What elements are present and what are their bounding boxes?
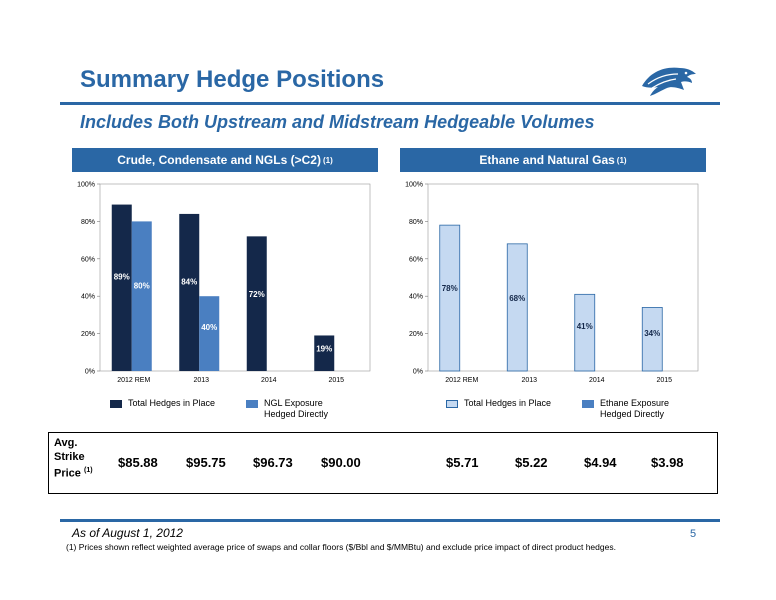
bar: [314, 335, 335, 371]
left-panel-header: Crude, Condensate and NGLs (>C2) (1): [72, 148, 378, 172]
x-tick-label: 2014: [589, 377, 605, 384]
legend-swatch-blue: [246, 400, 258, 408]
data-label: 89%: [114, 272, 130, 281]
y-tick-label: 60%: [81, 256, 95, 263]
legend-swatch-blue: [582, 400, 594, 408]
y-tick-label: 80%: [409, 219, 423, 226]
data-label: 78%: [442, 284, 458, 293]
data-label: 40%: [201, 323, 217, 332]
bar: [246, 236, 267, 371]
y-tick-label: 40%: [409, 294, 423, 301]
price-right-2013: $5.22: [515, 455, 548, 470]
price-right-2012: $5.71: [446, 455, 479, 470]
page-title: Summary Hedge Positions: [80, 66, 385, 93]
bar: [179, 213, 200, 371]
y-tick-label: 40%: [81, 294, 95, 301]
data-label: 19%: [316, 344, 332, 353]
strike-price-footnote-ref: (1): [83, 467, 93, 474]
data-label: 68%: [509, 294, 525, 303]
y-tick-label: 0%: [85, 369, 95, 376]
y-tick-label: 60%: [409, 256, 423, 263]
x-tick-label: 2012 REM: [117, 377, 150, 384]
price-left-2012: $85.88: [118, 455, 158, 470]
y-tick-label: 0%: [413, 369, 423, 376]
footer-rule: [60, 519, 720, 522]
legend-swatch-navy: [110, 400, 122, 408]
x-tick-label: 2012 REM: [445, 377, 478, 384]
footnote: (1) Prices shown reflect weighted averag…: [66, 542, 616, 552]
price-left-2014: $96.73: [253, 455, 293, 470]
strike-price-label: Avg. Strike Price (1): [54, 436, 114, 481]
x-tick-label: 2015: [656, 377, 672, 384]
x-tick-label: 2015: [328, 377, 344, 384]
bar: [439, 224, 461, 372]
bar: [111, 204, 132, 371]
data-label: 80%: [134, 282, 150, 291]
page-subtitle: Includes Both Upstream and Midstream Hed…: [80, 112, 595, 132]
right-legend-item-total: Total Hedges in Place: [446, 398, 564, 409]
as-of-date: As of August 1, 2012: [72, 526, 183, 540]
right-panel-header: Ethane and Natural Gas (1): [400, 148, 706, 172]
y-tick-label: 100%: [405, 182, 423, 189]
strike-price-label-line: Avg.: [54, 437, 78, 449]
legend-swatch-light: [446, 400, 458, 408]
x-tick-label: 2014: [261, 377, 277, 384]
legend-label: Total Hedges in Place: [128, 398, 216, 408]
strike-price-label-line: Price: [54, 467, 81, 480]
x-tick-label: 2013: [193, 377, 209, 384]
left-panel-title: Crude, Condensate and NGLs (>C2): [117, 153, 321, 167]
right-panel-title: Ethane and Natural Gas: [479, 153, 615, 167]
page-number: 5: [690, 528, 697, 540]
strike-price-box: [48, 432, 718, 494]
right-legend-item-ethane: Ethane Exposure Hedged Directly: [582, 398, 686, 420]
price-right-2015: $3.98: [651, 455, 684, 470]
legend-label: NGL Exposure Hedged Directly: [264, 398, 329, 419]
strike-price-label-line: Strike: [54, 451, 85, 463]
data-label: 34%: [644, 329, 660, 338]
plot-area: [427, 183, 699, 372]
left-legend-item-total: Total Hedges in Place: [110, 398, 228, 409]
legend-label: Total Hedges in Place: [464, 398, 552, 408]
header-rule: [60, 102, 720, 105]
price-right-2014: $4.94: [584, 455, 617, 470]
data-label: 72%: [249, 290, 265, 299]
left-legend-item-ngl: NGL Exposure Hedged Directly: [246, 398, 350, 420]
y-tick-label: 80%: [81, 219, 95, 226]
bar: [131, 221, 152, 371]
bar: [574, 293, 596, 372]
y-tick-label: 20%: [409, 331, 423, 338]
y-tick-label: 20%: [81, 331, 95, 338]
bar: [199, 296, 220, 371]
data-label: 84%: [181, 278, 197, 287]
eagle-logo-icon: [642, 67, 696, 96]
data-label: 41%: [577, 322, 593, 331]
left-panel-footnote-ref: (1): [322, 155, 333, 165]
y-tick-label: 100%: [77, 182, 95, 189]
bar: [641, 307, 663, 372]
price-left-2015: $90.00: [321, 455, 361, 470]
plot-area: [99, 183, 371, 372]
price-left-2013: $95.75: [186, 455, 226, 470]
x-tick-label: 2013: [521, 377, 537, 384]
legend-label: Ethane Exposure Hedged Directly: [600, 398, 670, 419]
right-panel-footnote-ref: (1): [616, 155, 627, 165]
bar: [506, 243, 528, 372]
